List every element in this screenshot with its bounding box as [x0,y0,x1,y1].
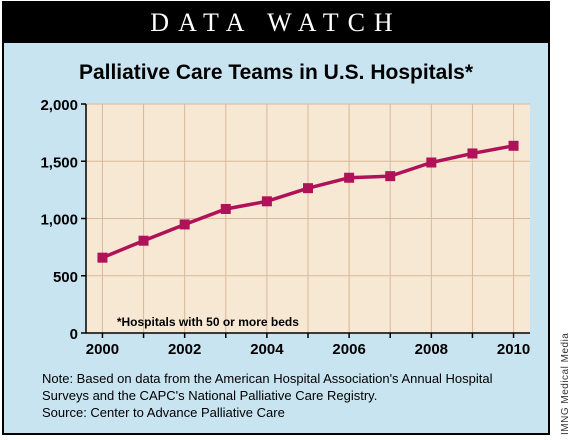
credit-text: IMNG Medical Media [560,332,571,435]
x-tick-labels: 2000 2002 2004 2006 2008 2010 [86,341,530,358]
source-text: Source: Center to Advance Palliative Car… [42,405,285,420]
banner: DATA WATCH [4,3,548,43]
data-point [138,235,149,246]
x-tick-label: 2010 [497,341,530,358]
y-tick-labels: 0 500 1,000 1,500 2,000 [40,97,78,343]
gridlines [81,103,530,338]
data-point [220,203,231,214]
axes [85,104,530,334]
series-points [97,140,519,263]
data-point [97,252,108,263]
y-tick-label: 2,000 [40,97,78,114]
y-tick-label: 0 [70,326,78,343]
note-text: Note: Based on data from the American Ho… [42,371,493,403]
x-tick-label: 2004 [250,341,284,358]
chart-title: Palliative Care Teams in U.S. Hospitals* [78,61,474,84]
data-point [426,157,437,168]
data-point [385,171,396,182]
x-tick-label: 2008 [415,341,448,358]
footnote: *Hospitals with 50 or more beds [117,315,299,329]
y-tick-label: 1,500 [40,154,78,171]
y-tick-label: 1,000 [40,212,78,229]
x-tick-label: 2006 [332,341,365,358]
data-point [467,148,478,159]
data-point [261,196,272,207]
data-point [303,183,313,194]
data-point [344,172,355,183]
x-tick-label: 2002 [168,341,201,358]
x-tick-label: 2000 [86,341,119,358]
data-point [508,140,519,151]
data-point [179,219,190,230]
y-tick-label: 500 [53,269,78,286]
